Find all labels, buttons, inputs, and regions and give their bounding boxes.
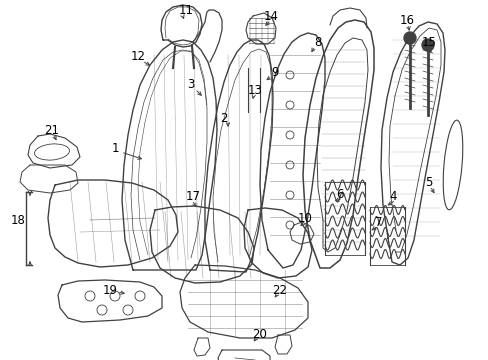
Text: 21: 21 xyxy=(44,123,60,136)
Text: 19: 19 xyxy=(102,284,117,297)
Text: 13: 13 xyxy=(247,84,262,96)
Text: 10: 10 xyxy=(297,211,312,225)
Text: 8: 8 xyxy=(314,36,321,49)
Text: 12: 12 xyxy=(130,50,145,63)
Text: 7: 7 xyxy=(374,216,382,229)
Circle shape xyxy=(421,39,433,51)
Text: 15: 15 xyxy=(421,36,436,49)
Text: 6: 6 xyxy=(336,188,343,201)
Circle shape xyxy=(403,32,415,44)
Text: 18: 18 xyxy=(11,213,25,226)
Text: 3: 3 xyxy=(187,78,194,91)
Text: 16: 16 xyxy=(399,13,414,27)
Text: 11: 11 xyxy=(178,4,193,17)
Text: 9: 9 xyxy=(271,66,278,78)
Text: 14: 14 xyxy=(263,9,278,22)
Text: 5: 5 xyxy=(425,175,432,189)
Text: 2: 2 xyxy=(220,112,227,125)
Text: 1: 1 xyxy=(111,141,119,154)
Text: 20: 20 xyxy=(252,328,267,342)
Text: 17: 17 xyxy=(185,189,200,202)
Text: 22: 22 xyxy=(272,284,287,297)
Text: 4: 4 xyxy=(388,189,396,202)
